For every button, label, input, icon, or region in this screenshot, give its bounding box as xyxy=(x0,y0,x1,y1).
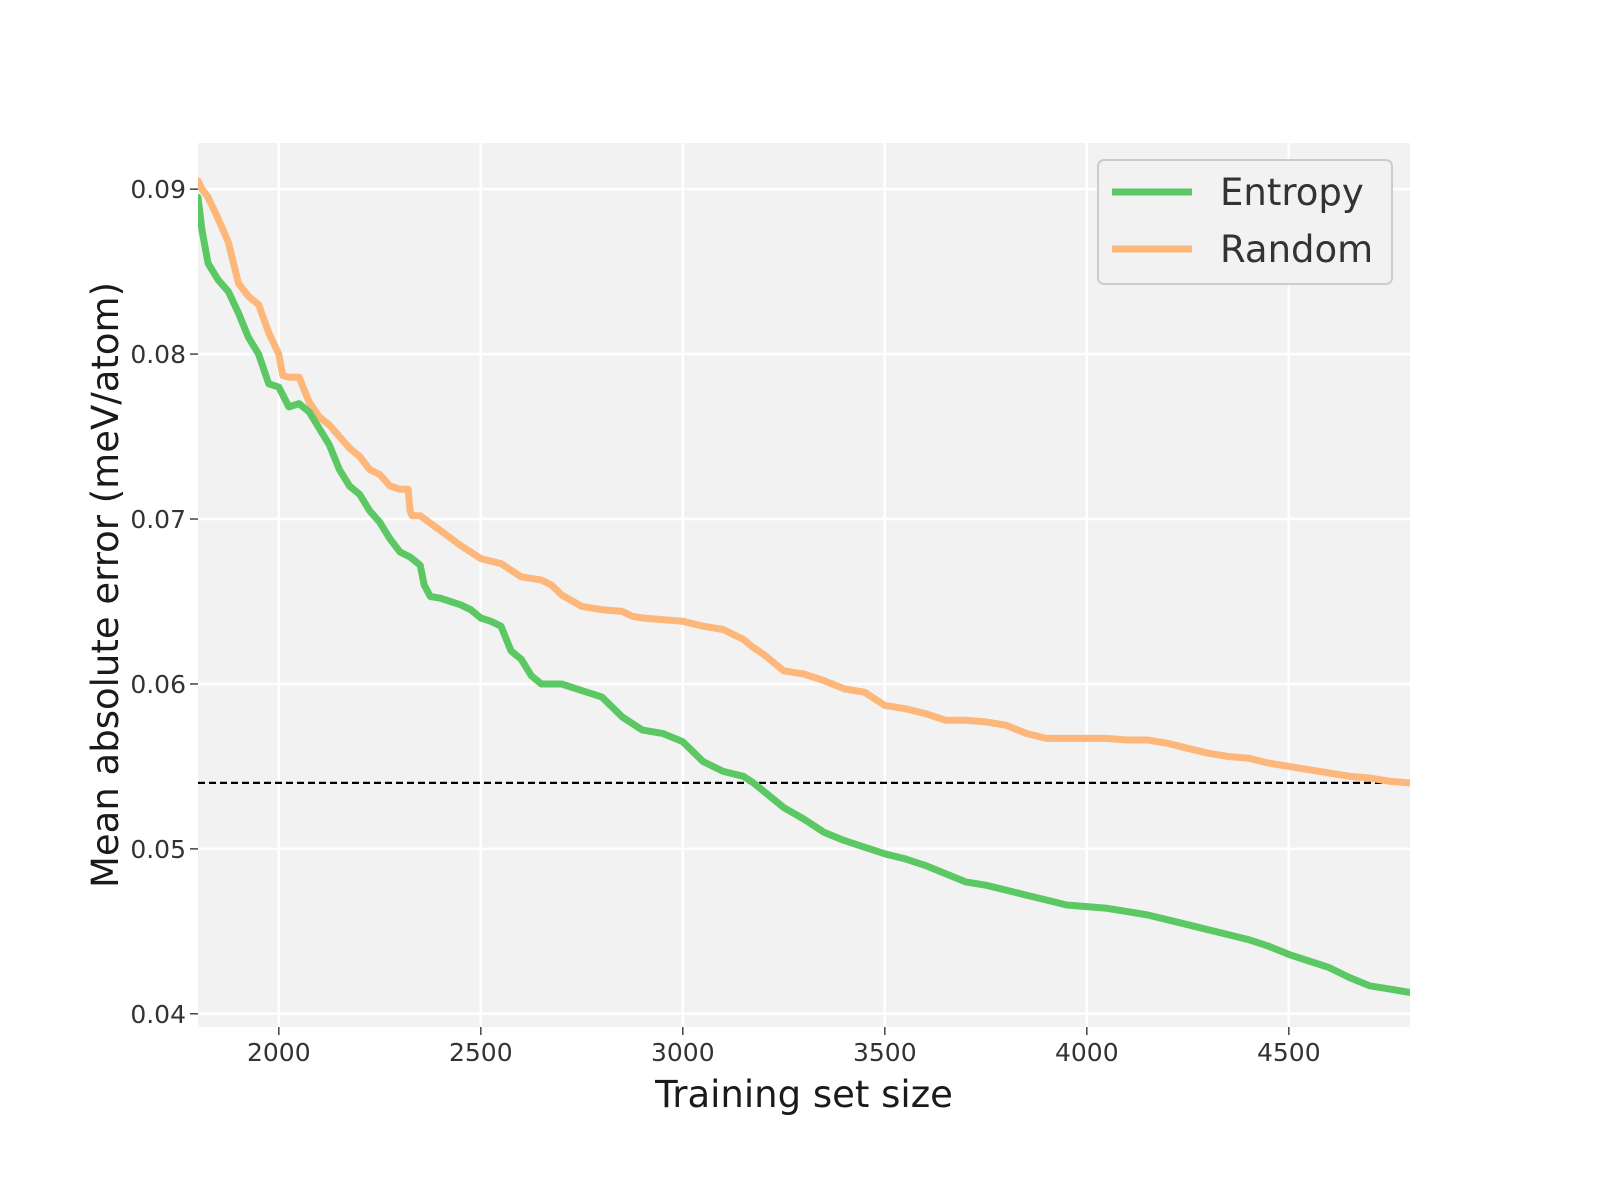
grid-lines xyxy=(198,143,1410,1027)
x-axis-label: Training set size xyxy=(654,1073,953,1116)
x-tick-label: 3500 xyxy=(853,1038,917,1067)
y-tick-label: 0.08 xyxy=(130,340,186,369)
x-axis-ticks: 2000 2500 3000 3500 4000 4500 xyxy=(247,1027,1321,1067)
y-axis-label: Mean absolute error (meV/atom) xyxy=(84,282,127,888)
y-tick-label: 0.04 xyxy=(130,1000,186,1029)
x-tick-label: 2000 xyxy=(247,1038,311,1067)
legend: Entropy Random xyxy=(1097,159,1393,285)
plot-area xyxy=(198,143,1410,1027)
x-tick-label: 2500 xyxy=(449,1038,513,1067)
x-tick-label: 4500 xyxy=(1257,1038,1321,1067)
series-line-random xyxy=(198,177,1410,787)
x-tick-label: 3000 xyxy=(651,1038,715,1067)
series-line-entropy xyxy=(198,193,1410,996)
legend-label-random: Random xyxy=(1220,228,1373,271)
y-axis-ticks: 0.04 0.05 0.06 0.07 0.08 0.09 xyxy=(130,175,198,1029)
y-tick-label: 0.06 xyxy=(130,670,186,699)
x-tick-label: 4000 xyxy=(1055,1038,1119,1067)
legend-label-entropy: Entropy xyxy=(1220,171,1364,214)
y-tick-label: 0.07 xyxy=(130,505,186,534)
y-tick-label: 0.05 xyxy=(130,835,186,864)
series-layer xyxy=(198,177,1410,996)
y-tick-label: 0.09 xyxy=(130,175,186,204)
